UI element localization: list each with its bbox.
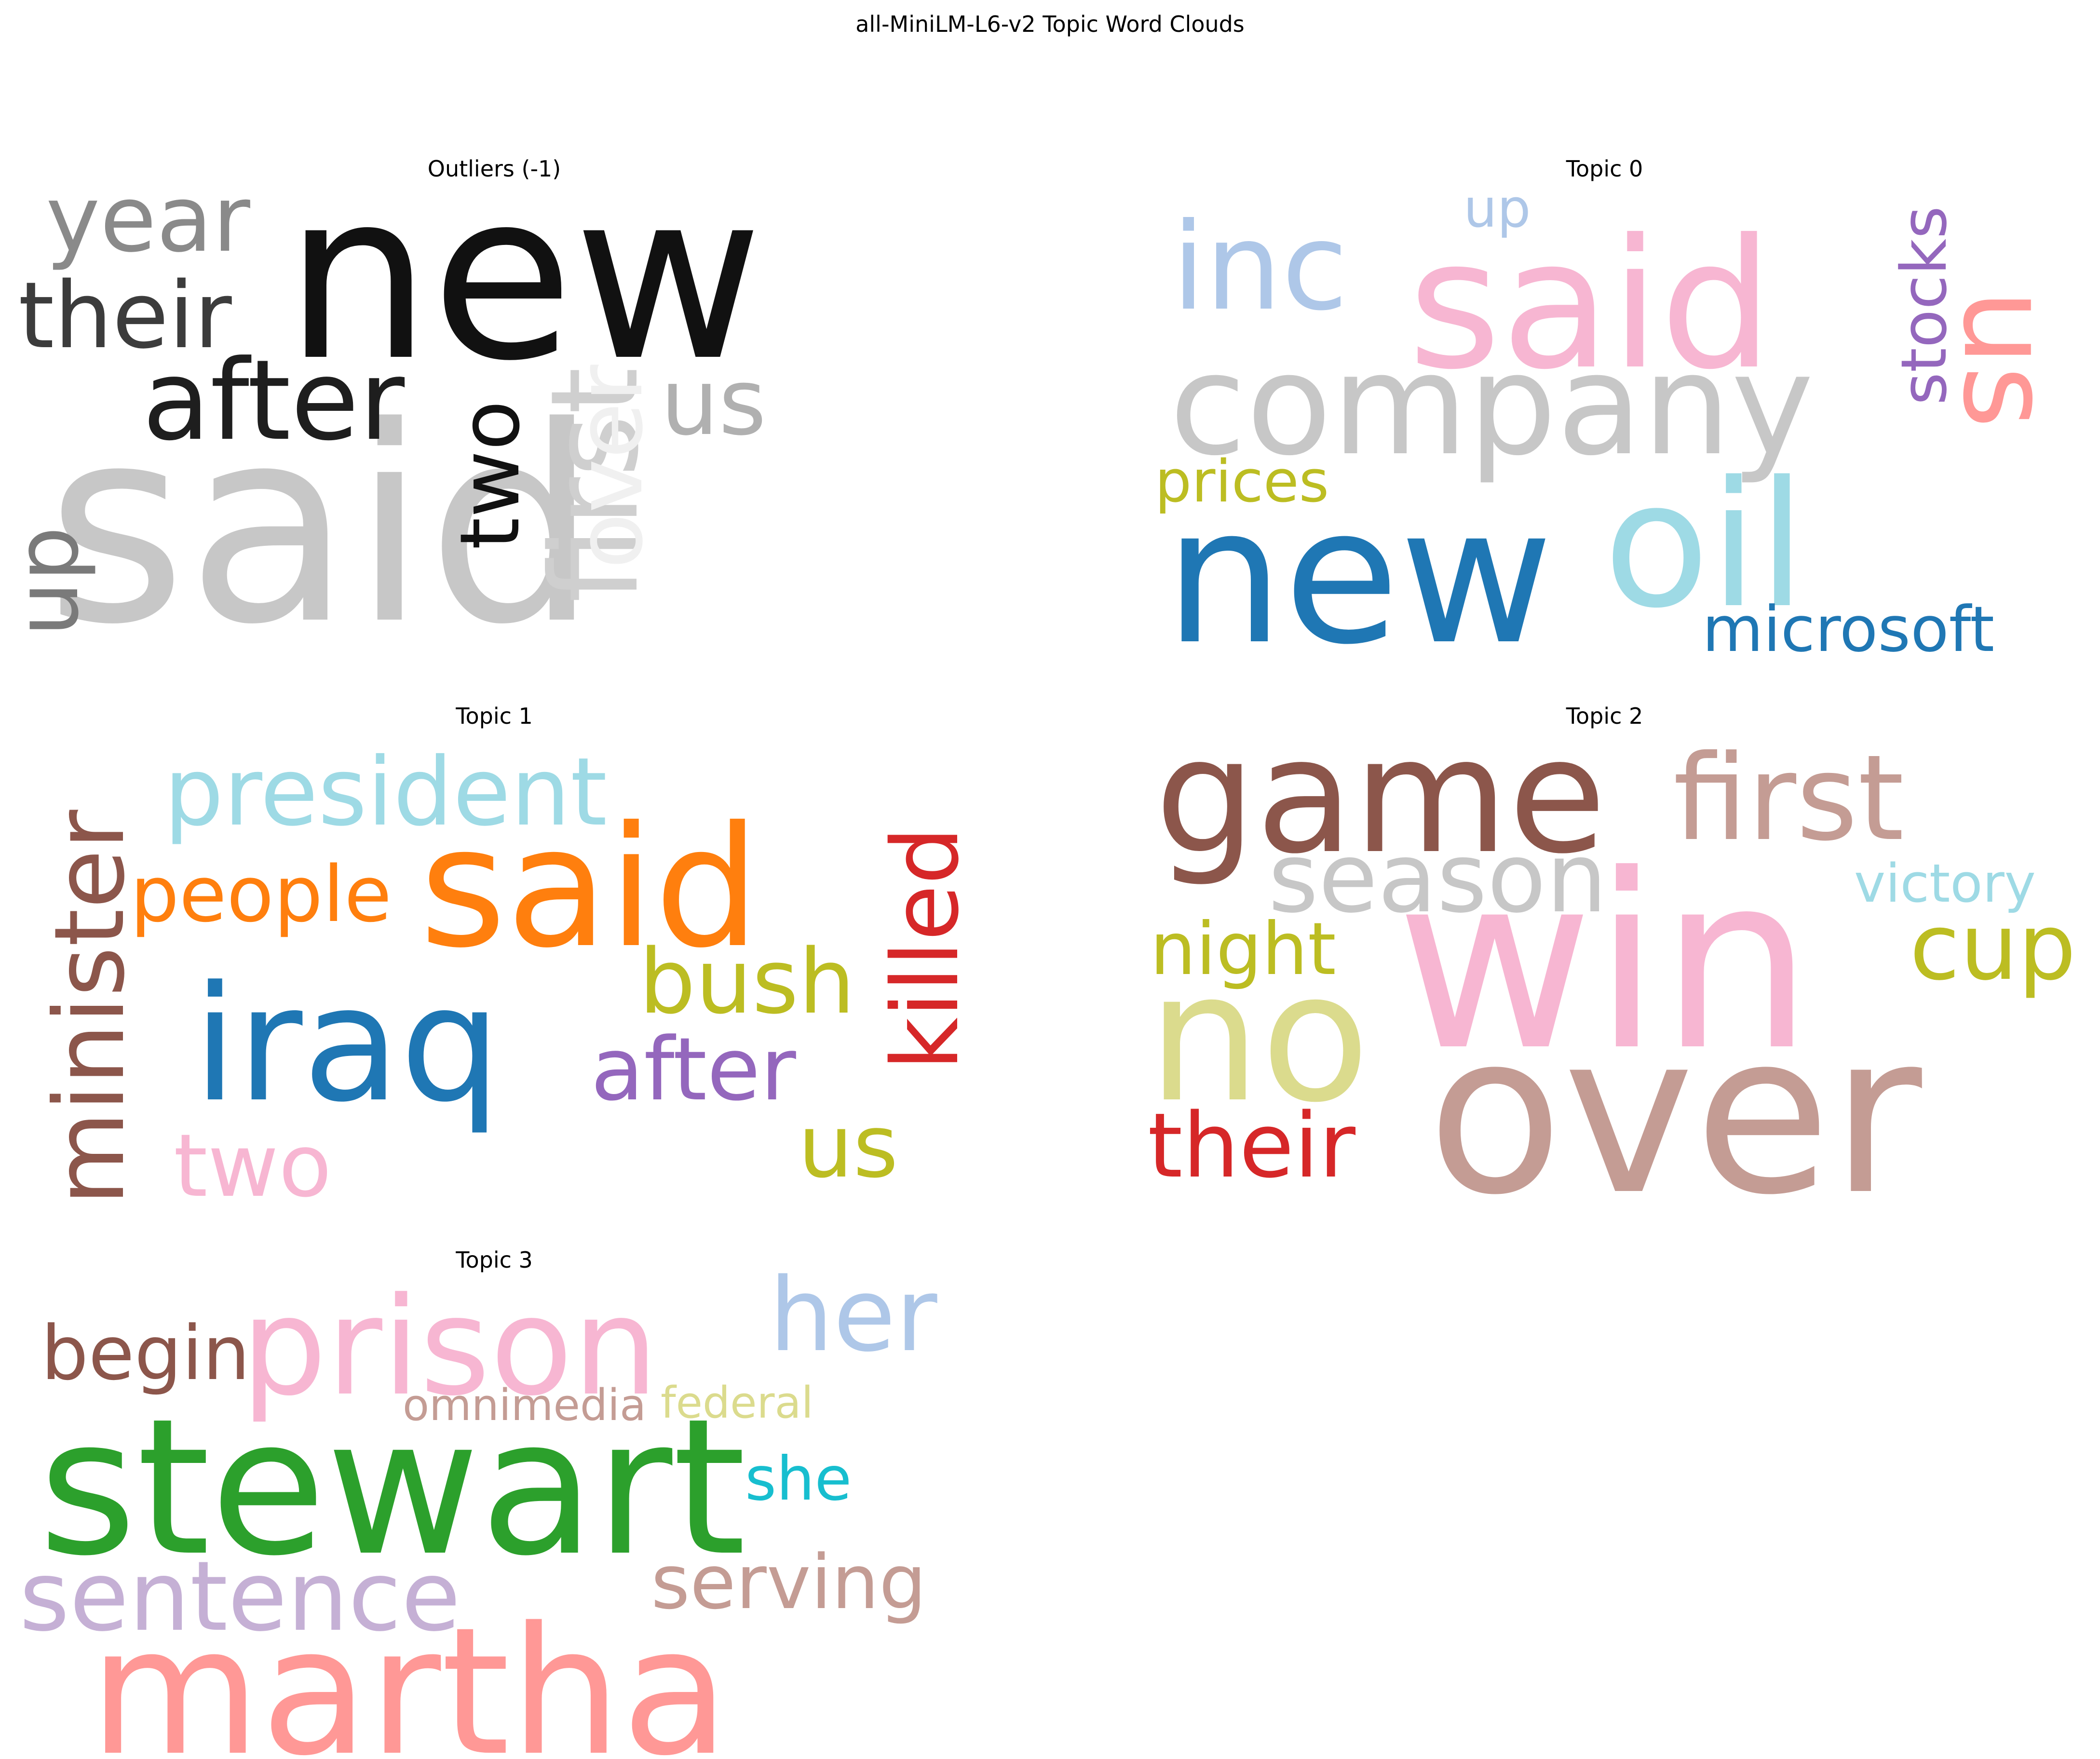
cloud-word: sentence	[19, 1541, 461, 1653]
cloud-word: federal	[661, 1378, 813, 1428]
cloud-word: after	[142, 337, 405, 465]
cloud-word: bush	[639, 930, 855, 1034]
cloud-word: night	[1150, 907, 1336, 991]
cloud-word: us	[1937, 289, 2077, 429]
cloud-word: she	[745, 1444, 852, 1514]
cloud-word: people	[130, 849, 392, 939]
panel-title: Topic 1	[456, 703, 533, 729]
cloud-word: win	[1396, 823, 1813, 1103]
cloud-word: new	[1165, 467, 1553, 675]
cloud-word: game	[1155, 704, 1606, 889]
panel-title: Topic 3	[456, 1247, 533, 1273]
word-cloud: game first season victory night win cup …	[1148, 704, 2076, 1239]
cloud-word: new	[285, 142, 763, 412]
cloud-word: first	[1673, 730, 1904, 867]
cloud-word: season	[1268, 822, 1607, 934]
cloud-word: microsoft	[1702, 593, 1994, 666]
cloud-word: prices	[1155, 448, 1329, 515]
cloud-word: killed	[872, 826, 979, 1070]
cloud-word: inc	[1172, 197, 1348, 337]
cloud-word: serving	[651, 1539, 926, 1626]
cloud-word: their	[18, 262, 232, 369]
cloud-word: said	[46, 369, 598, 665]
cloud-word: us	[798, 1096, 898, 1197]
cloud-word: over	[1427, 986, 1924, 1239]
panel-topic-3: Topic 3 begin prison her omnimedia feder…	[0, 1234, 989, 1759]
cloud-word: their	[1148, 1094, 1356, 1198]
cloud-word: victory	[1854, 852, 2036, 914]
word-cloud: inc up said stocks us company prices oil…	[1155, 177, 2077, 675]
panel-title: Topic 2	[1566, 703, 1643, 729]
cloud-word: first	[525, 367, 665, 603]
panel-topic-2: Topic 2 game first season victory night …	[1109, 685, 2100, 1239]
cloud-word: oil	[1603, 444, 1806, 646]
cloud-word: two	[443, 400, 538, 550]
panel-topic-0: Topic 0 inc up said stocks us company pr…	[1109, 0, 2100, 675]
cloud-word: her	[769, 1256, 937, 1374]
word-cloud: said first over new year their after two…	[0, 142, 766, 665]
cloud-word: no	[1148, 934, 1370, 1142]
cloud-word: omnimedia	[403, 1380, 646, 1431]
cloud-word: prison	[241, 1269, 658, 1426]
cloud-word: stocks	[1887, 206, 1961, 405]
cloud-word: after	[591, 1019, 796, 1120]
cloud-word: year	[46, 166, 251, 272]
panel-title: Outliers (-1)	[427, 156, 561, 182]
panel-outliers: Outliers (-1) said first over new year t…	[0, 0, 989, 665]
cloud-word: martha	[89, 1590, 729, 1759]
panel-topic-1: Topic 1 minister president killed people…	[0, 685, 989, 1239]
cloud-word: president	[164, 737, 607, 847]
cloud-word: minister	[34, 810, 146, 1205]
cloud-word: said	[420, 791, 760, 985]
figure-title: all-MiniLM-L6-v2 Topic Word Clouds	[855, 11, 1245, 37]
cloud-word: cup	[1910, 894, 2076, 1001]
cloud-word: us	[661, 349, 766, 456]
cloud-word: begin	[41, 1310, 250, 1397]
cloud-word: stewart	[39, 1378, 746, 1597]
cloud-word: up	[0, 527, 98, 636]
cloud-word: iraq	[193, 952, 501, 1137]
cloud-word: two	[174, 1116, 332, 1217]
panel-title: Topic 0	[1566, 156, 1643, 182]
cloud-word: over	[556, 364, 663, 569]
word-cloud: begin prison her omnimedia federal stewa…	[19, 1256, 937, 1759]
cloud-word: up	[1463, 177, 1531, 239]
cloud-word: said	[1408, 202, 1773, 409]
cloud-word: company	[1169, 324, 1814, 487]
word-cloud: minister president killed people said ir…	[34, 737, 979, 1217]
